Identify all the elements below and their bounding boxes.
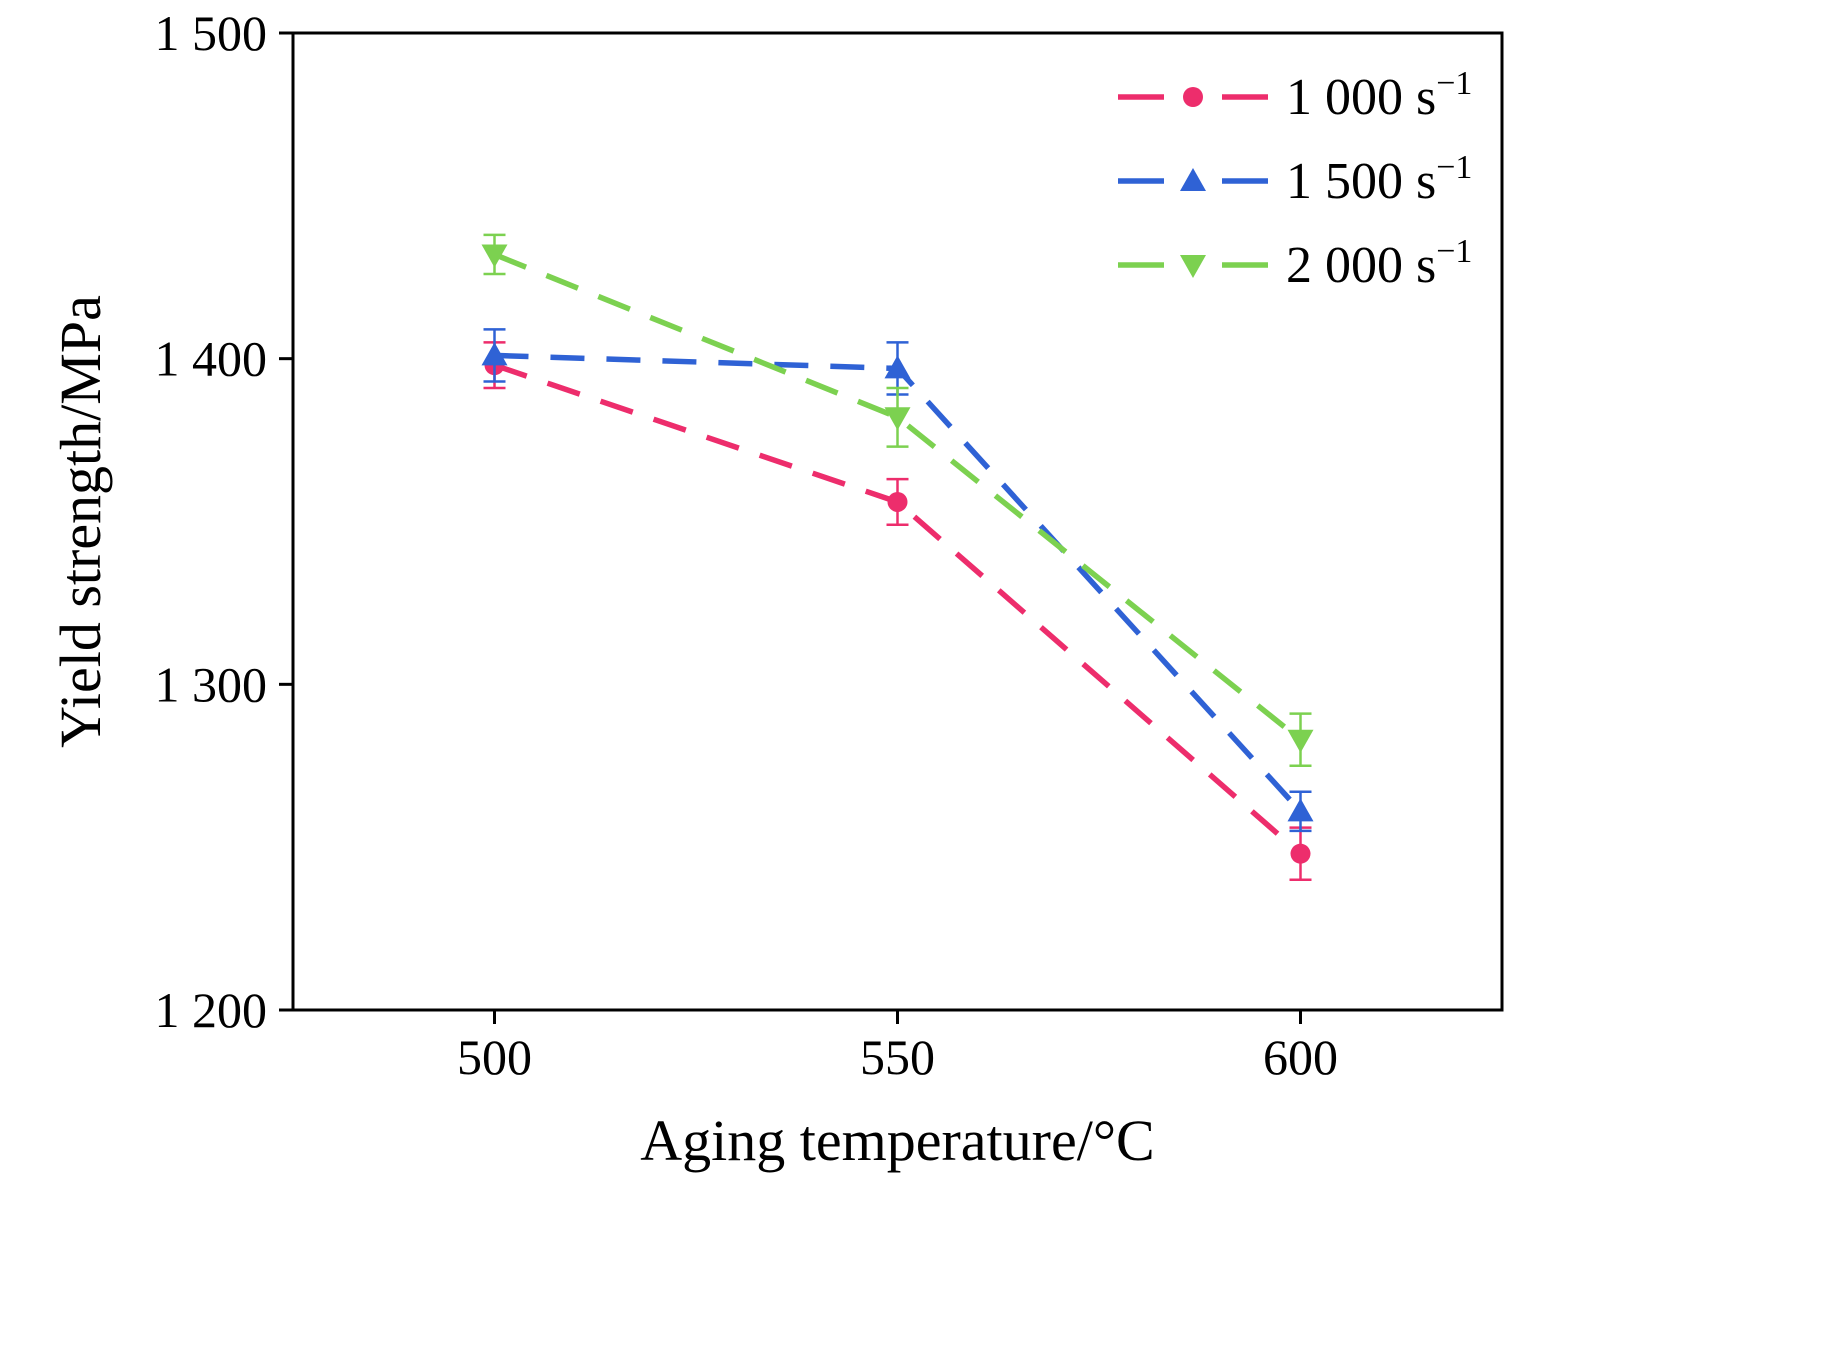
marker-triangle-down-icon	[481, 244, 508, 268]
marker-circle	[1183, 87, 1203, 107]
legend: 1 000 s−1 1 500 s−1 2 000 s−1	[1118, 65, 1472, 294]
marker-triangle-up-icon	[481, 342, 508, 366]
y-axis-tick-label: 1 200	[155, 982, 268, 1038]
marker-triangle-up-icon	[1287, 798, 1314, 822]
series-2	[481, 233, 1314, 767]
x-axis-title: Aging temperature/°C	[640, 1108, 1154, 1173]
legend-entry: 1 000 s−1	[1118, 65, 1472, 126]
series-1	[481, 328, 1314, 833]
axes: 500 550 600 1 200 1 300 1 400 1 500 Aging tempe…	[48, 5, 1338, 1173]
legend-label: 2 000 s−1	[1286, 233, 1472, 294]
y-axis-tick-label: 1 400	[155, 331, 268, 387]
legend-label: 1 000 s−1	[1286, 65, 1472, 126]
y-axis-tick-label: 1 500	[155, 5, 268, 61]
legend-entry: 1 500 s−1	[1118, 149, 1472, 210]
marker-triangle-down-icon	[1287, 729, 1314, 753]
marker-circle	[887, 491, 908, 512]
series-line	[493, 251, 1303, 742]
marker-triangle-down-icon	[1180, 255, 1206, 278]
x-axis-tick-label: 600	[1263, 1029, 1338, 1085]
marker-triangle-up-icon	[1180, 168, 1206, 191]
marker-triangle-up-icon	[884, 355, 911, 379]
marker-circle	[1290, 843, 1311, 864]
x-axis-tick-label: 550	[860, 1029, 935, 1085]
y-axis-tick-label: 1 300	[155, 656, 268, 712]
y-axis-title: Yield strength/MPa	[48, 295, 113, 748]
marker-triangle-down-icon	[884, 407, 911, 431]
legend-entry: 2 000 s−1	[1118, 233, 1472, 294]
legend-label: 1 500 s−1	[1286, 149, 1472, 210]
x-axis-tick-label: 500	[457, 1029, 532, 1085]
